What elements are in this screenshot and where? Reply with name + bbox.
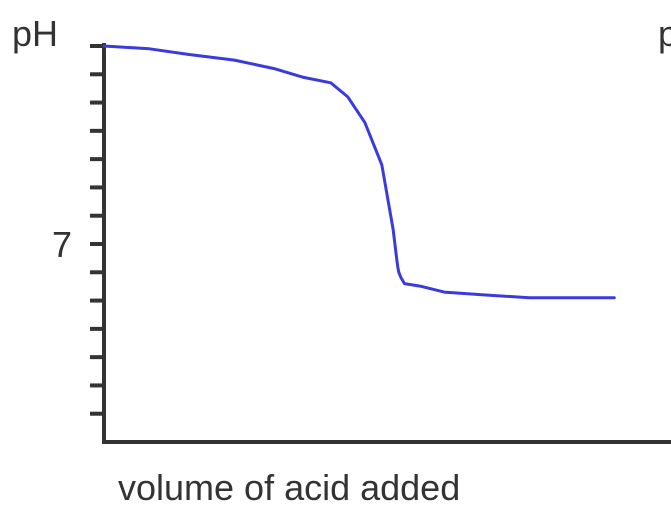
y-tick-labels: 7 <box>52 224 72 265</box>
series-group <box>102 44 616 300</box>
y-axis-label: pH <box>12 13 58 54</box>
y-tick-label: 7 <box>52 224 72 265</box>
series-line <box>102 44 616 300</box>
cut-off-label: p <box>658 13 671 54</box>
y-axis-ticks <box>90 44 104 416</box>
x-axis-label: volume of acid added <box>118 467 460 508</box>
